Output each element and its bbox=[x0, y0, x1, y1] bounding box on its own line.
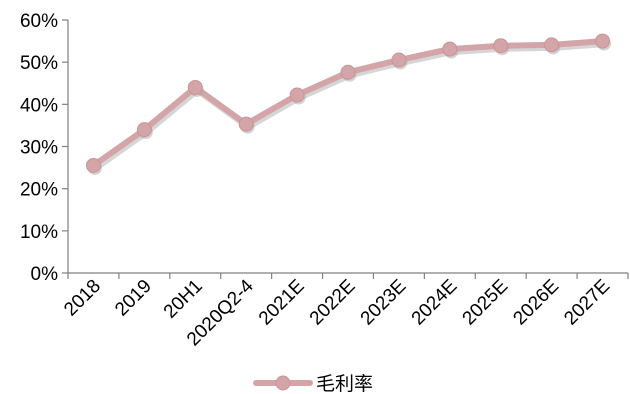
data-point bbox=[289, 87, 305, 103]
data-point bbox=[493, 38, 509, 54]
y-tick-label: 40% bbox=[20, 95, 58, 116]
data-point bbox=[136, 122, 152, 138]
legend-label: 毛利率 bbox=[316, 373, 373, 394]
y-tick-label: 30% bbox=[20, 138, 58, 159]
data-point bbox=[544, 37, 560, 53]
x-tick-label: 2027E bbox=[560, 276, 614, 330]
x-tick-label: 2022E bbox=[306, 276, 360, 330]
data-point bbox=[595, 33, 611, 49]
y-tick-label: 50% bbox=[20, 53, 58, 74]
data-point bbox=[85, 157, 101, 173]
x-tick-label: 2021E bbox=[255, 276, 309, 330]
x-tick-label: 2019 bbox=[111, 276, 156, 321]
series-line bbox=[90, 38, 606, 169]
x-tick-label: 2018 bbox=[60, 276, 105, 321]
x-tick-label: 2026E bbox=[509, 276, 563, 330]
legend-marker bbox=[275, 375, 291, 391]
x-axis: 2018 2019 20H12020Q2-42021E2022E2023E2024E… bbox=[60, 272, 629, 350]
data-point bbox=[187, 79, 203, 95]
x-tick-label: 2023E bbox=[357, 276, 411, 330]
x-tick-label: 20H1 bbox=[160, 276, 207, 323]
data-point bbox=[238, 116, 254, 132]
y-tick-label: 0% bbox=[31, 264, 59, 285]
y-tick-label: 20% bbox=[20, 180, 58, 201]
y-tick-label: 60% bbox=[20, 11, 58, 32]
y-tick-label: 10% bbox=[20, 222, 58, 243]
x-tick-label: 2024E bbox=[408, 276, 462, 330]
x-tick-label: 2025E bbox=[459, 276, 513, 330]
series-area bbox=[85, 33, 612, 175]
legend: 毛利率 bbox=[253, 373, 373, 394]
y-axis: 0% 10% 20% 30% 40% 50% 60% bbox=[20, 11, 69, 285]
data-point bbox=[442, 41, 458, 57]
data-point bbox=[340, 64, 356, 80]
data-point bbox=[391, 52, 407, 68]
